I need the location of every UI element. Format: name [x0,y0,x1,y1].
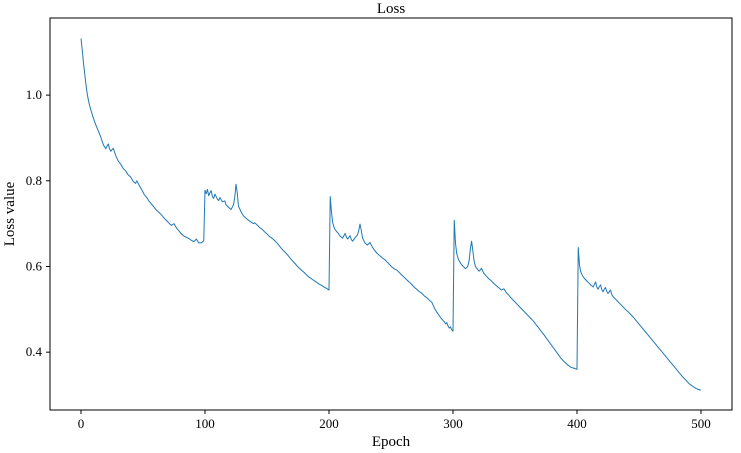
chart-title: Loss [377,1,406,17]
y-tick-label: 0.4 [26,344,43,359]
x-tick-label: 200 [319,416,339,431]
y-axis-label: Loss value [2,181,18,246]
plot-area-border [49,17,733,411]
y-axis-ticks: 0.4 0.6 0.8 1.0 [26,87,50,359]
x-tick-label: 300 [443,416,463,431]
x-tick-label: 500 [691,416,711,431]
loss-line-series [80,38,702,391]
y-tick-label: 1.0 [26,87,42,102]
x-tick-label: 100 [195,416,215,431]
x-axis-ticks: 0 100 200 300 400 500 [78,410,711,431]
x-tick-label: 400 [567,416,587,431]
y-tick-label: 0.8 [26,173,42,188]
y-tick-label: 0.6 [26,258,43,273]
x-axis-label: Epoch [372,434,411,450]
x-tick-label: 0 [78,416,85,431]
series-loss [80,38,702,391]
